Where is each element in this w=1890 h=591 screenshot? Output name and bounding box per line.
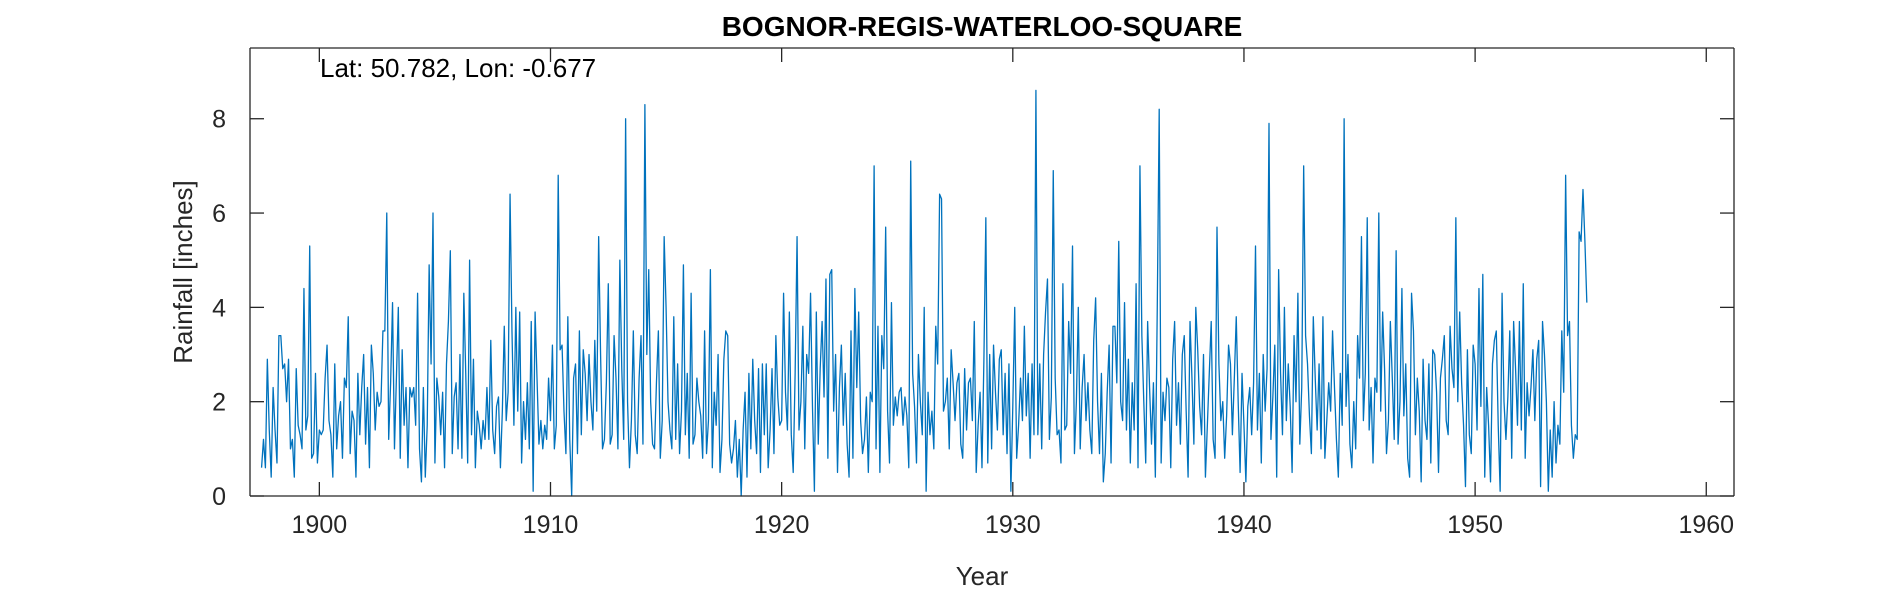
axes-layer	[249, 47, 1735, 497]
x-tick-label: 1930	[985, 511, 1041, 539]
x-tick-label: 1950	[1447, 511, 1503, 539]
x-tick-label: 1960	[1678, 511, 1734, 539]
ticks-layer: 1900 1910 1920 1930 1940 1950 1960 0 2 4 6 8	[212, 48, 1734, 539]
location-annotation: Lat: 50.782, Lon: -0.677	[320, 53, 596, 83]
x-axis-label: Year	[956, 561, 1009, 591]
y-tick-label: 6	[212, 200, 226, 228]
y-tick-label: 8	[212, 106, 226, 134]
y-tick-label: 0	[212, 483, 226, 511]
x-tick-label: 1900	[292, 511, 348, 539]
y-axis-label: Rainfall [inches]	[168, 180, 198, 364]
y-tick-label: 4	[212, 294, 226, 322]
x-tick-label: 1940	[1216, 511, 1272, 539]
series-layer	[260, 89, 1588, 497]
rainfall-series-line-0	[260, 89, 1588, 497]
y-tick-label: 2	[212, 389, 226, 417]
x-tick-label: 1910	[523, 511, 579, 539]
x-tick-label: 1920	[754, 511, 810, 539]
chart-title: BOGNOR-REGIS-WATERLOO-SQUARE	[722, 11, 1243, 42]
